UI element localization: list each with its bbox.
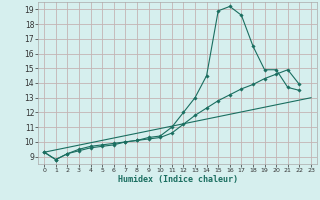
X-axis label: Humidex (Indice chaleur): Humidex (Indice chaleur) (118, 175, 238, 184)
